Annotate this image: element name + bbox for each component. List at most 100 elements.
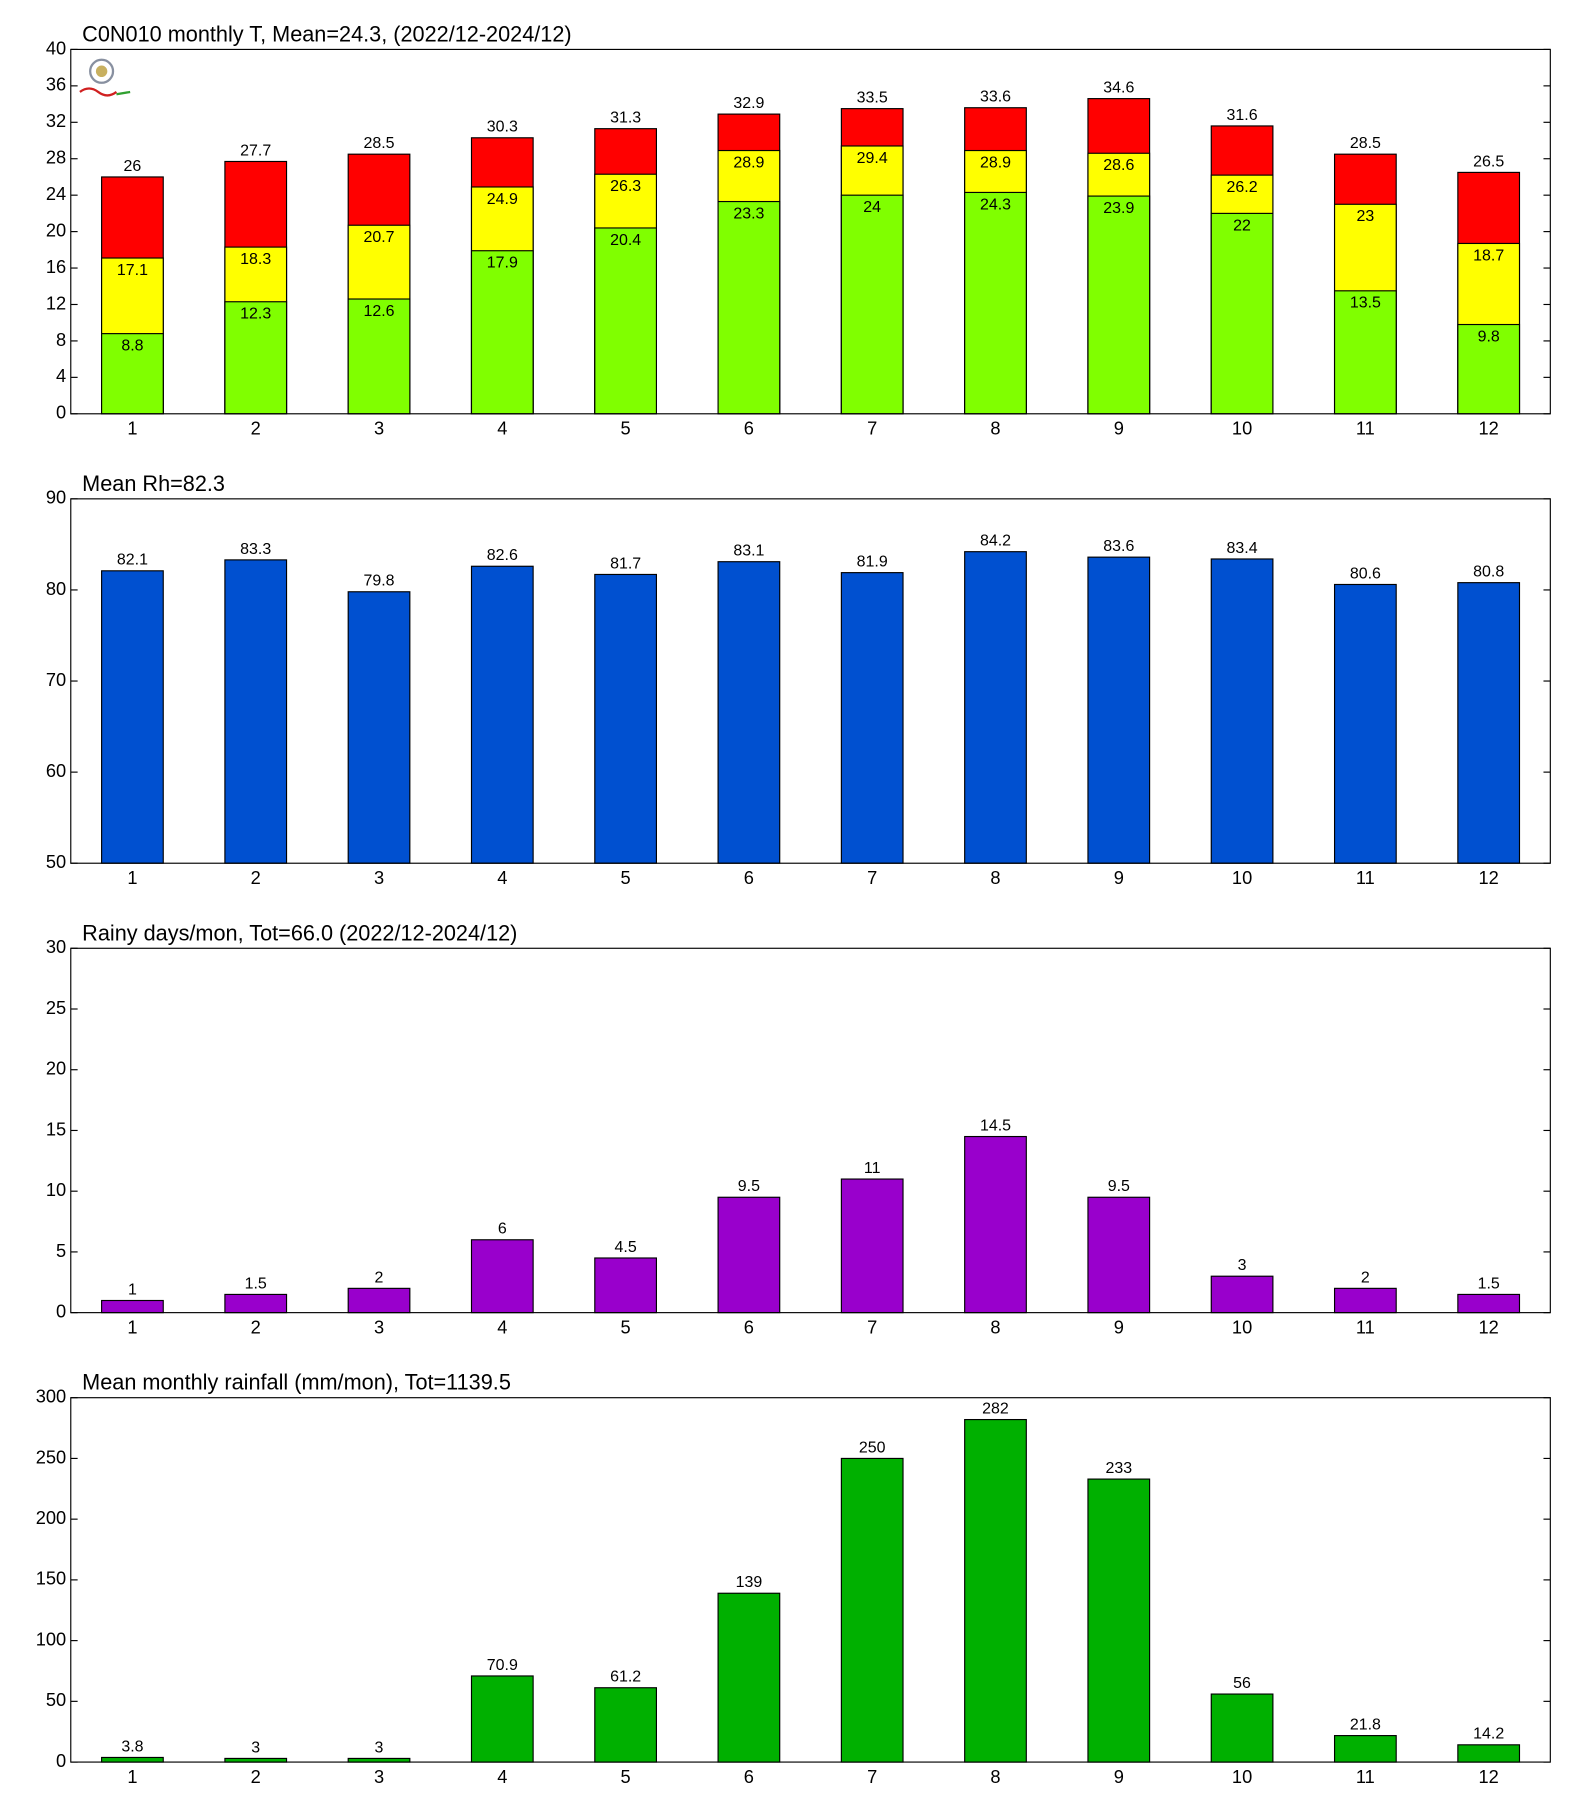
- chart-title: C0N010 monthly T, Mean=24.3, (2022/12-20…: [82, 21, 571, 46]
- value-label: 8.8: [121, 336, 143, 354]
- x-tick-label: 10: [1232, 867, 1252, 888]
- y-tick-label: 20: [46, 1058, 66, 1079]
- value-label: 23.3: [733, 204, 764, 222]
- bar: [1210, 1275, 1274, 1314]
- bar: [224, 559, 288, 864]
- bar: [594, 227, 658, 415]
- x-tick-label: 3: [374, 418, 384, 439]
- y-tick-label: 70: [46, 669, 66, 690]
- y-tick-label: 25: [46, 997, 66, 1018]
- y-tick-label: 250: [36, 1446, 66, 1467]
- y-tick-label: 8: [56, 329, 66, 350]
- bar: [964, 1135, 1027, 1314]
- bar: [347, 1287, 411, 1314]
- chart-title: Rainy days/mon, Tot=66.0 (2022/12-2024/1…: [82, 920, 517, 945]
- x-tick-label: 4: [497, 1766, 507, 1787]
- value-label: 80.8: [1473, 563, 1504, 581]
- bar: [347, 298, 411, 415]
- bar: [470, 1675, 534, 1763]
- value-label: 61.2: [610, 1668, 641, 1686]
- x-tick-label: 2: [251, 867, 261, 888]
- x-tick-label: 9: [1114, 1317, 1124, 1338]
- x-tick-label: 7: [867, 418, 877, 439]
- x-tick-label: 3: [374, 1766, 384, 1787]
- x-tick-label: 9: [1114, 1766, 1124, 1787]
- x-tick-label: 11: [1356, 867, 1375, 888]
- value-label: 32.9: [733, 94, 764, 112]
- y-tick-label: 60: [46, 760, 66, 781]
- bar: [1333, 583, 1397, 864]
- x-tick-label: 9: [1114, 418, 1124, 439]
- bar: [470, 1239, 534, 1314]
- x-tick-label: 3: [374, 1317, 384, 1338]
- value-label: 11: [864, 1159, 881, 1177]
- x-tick-label: 8: [990, 1766, 1000, 1787]
- x-tick-label: 6: [744, 867, 754, 888]
- x-tick-label: 1: [127, 418, 137, 439]
- value-label: 20.4: [610, 231, 641, 249]
- value-label: 9.5: [738, 1177, 760, 1195]
- value-label: 23.9: [1103, 199, 1134, 217]
- value-label: 1.5: [245, 1274, 267, 1292]
- x-tick-label: 12: [1479, 1317, 1499, 1338]
- y-tick-label: 10: [46, 1179, 66, 1200]
- x-tick-label: 7: [867, 1766, 877, 1787]
- value-label: 250: [859, 1438, 886, 1456]
- x-tick-label: 6: [744, 1317, 754, 1338]
- x-tick-label: 9: [1114, 867, 1124, 888]
- value-label: 18.7: [1473, 246, 1504, 264]
- bar: [1087, 195, 1151, 415]
- value-label: 28.9: [733, 153, 764, 171]
- value-label: 4.5: [615, 1238, 637, 1256]
- x-tick-label: 7: [867, 867, 877, 888]
- bar: [964, 191, 1027, 415]
- y-tick-label: 80: [46, 578, 66, 599]
- value-label: 24: [863, 198, 881, 216]
- bar: [470, 250, 534, 415]
- x-tick-label: 4: [497, 867, 507, 888]
- value-label: 3.8: [121, 1737, 143, 1755]
- y-tick-label: 40: [46, 37, 66, 58]
- y-tick-label: 0: [56, 1300, 66, 1321]
- value-label: 27.7: [240, 141, 271, 159]
- value-label: 82.1: [117, 551, 148, 569]
- value-label: 34.6: [1103, 78, 1134, 96]
- bar: [1333, 1287, 1397, 1314]
- value-label: 81.9: [857, 552, 888, 570]
- bar: [717, 200, 781, 415]
- value-label: 6: [498, 1220, 507, 1238]
- value-label: 12.3: [240, 305, 271, 323]
- value-label: 83.1: [733, 542, 764, 560]
- value-label: 81.7: [610, 554, 641, 572]
- value-label: 24.3: [980, 195, 1011, 213]
- value-label: 26.2: [1227, 178, 1258, 196]
- value-label: 3: [251, 1738, 260, 1756]
- y-tick-label: 50: [46, 851, 66, 872]
- y-tick-label: 24: [46, 183, 66, 204]
- bar: [1210, 212, 1274, 415]
- bar: [594, 1687, 658, 1763]
- bar: [1087, 556, 1151, 864]
- value-label: 56: [1233, 1674, 1251, 1692]
- x-tick-label: 5: [621, 867, 631, 888]
- x-tick-label: 1: [127, 867, 137, 888]
- x-tick-label: 11: [1356, 418, 1375, 439]
- y-tick-label: 0: [56, 402, 66, 423]
- value-label: 28.5: [363, 134, 394, 152]
- x-tick-label: 7: [867, 1317, 877, 1338]
- value-label: 84.2: [980, 532, 1011, 550]
- bar: [1333, 1735, 1397, 1763]
- y-tick-label: 28: [46, 147, 66, 168]
- value-label: 233: [1105, 1459, 1132, 1477]
- bar: [964, 1418, 1027, 1763]
- value-label: 28.5: [1350, 134, 1381, 152]
- value-label: 82.6: [487, 546, 518, 564]
- chart-title: Mean monthly rainfall (mm/mon), Tot=1139…: [82, 1370, 511, 1395]
- x-tick-label: 2: [251, 1766, 261, 1787]
- value-label: 33.6: [980, 88, 1011, 106]
- value-label: 17.1: [117, 261, 148, 279]
- value-label: 26.5: [1473, 152, 1504, 170]
- value-label: 282: [982, 1399, 1009, 1417]
